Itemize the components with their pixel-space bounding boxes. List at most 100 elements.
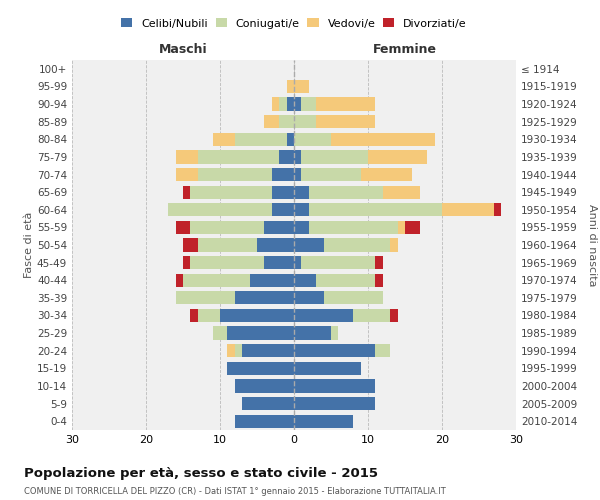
Bar [265,115,279,128]
Bar [235,380,294,392]
Bar [323,238,390,252]
Bar [294,362,361,375]
Bar [294,380,376,392]
Bar [198,150,279,164]
Text: Popolazione per età, sesso e stato civile - 2015: Popolazione per età, sesso e stato civil… [24,468,378,480]
Bar [287,80,294,93]
Bar [272,186,294,198]
Text: COMUNE DI TORRICELLA DEL PIZZO (CR) - Dati ISTAT 1° gennaio 2015 - Elaborazione : COMUNE DI TORRICELLA DEL PIZZO (CR) - Da… [24,488,446,496]
Bar [198,238,257,252]
Bar [301,150,368,164]
Bar [183,238,198,252]
Bar [227,344,235,358]
Bar [294,168,301,181]
Bar [301,256,376,269]
Bar [309,221,398,234]
Bar [294,150,301,164]
Bar [183,186,190,198]
Bar [265,256,294,269]
Bar [190,309,198,322]
Bar [398,221,405,234]
Bar [242,397,294,410]
Bar [309,186,383,198]
Bar [390,238,398,252]
Bar [257,238,294,252]
Bar [183,274,250,287]
Bar [294,203,309,216]
Bar [294,291,323,304]
Bar [368,150,427,164]
Bar [176,150,198,164]
Bar [250,274,294,287]
Bar [198,168,272,181]
Bar [190,186,272,198]
Bar [212,132,235,146]
Bar [176,291,235,304]
Bar [390,309,398,322]
Bar [294,344,376,358]
Legend: Celibi/Nubili, Coniugati/e, Vedovi/e, Divorziati/e: Celibi/Nubili, Coniugati/e, Vedovi/e, Di… [117,14,471,33]
Bar [287,98,294,110]
Bar [331,326,338,340]
Bar [176,221,190,234]
Bar [279,98,287,110]
Bar [190,256,265,269]
Bar [294,309,353,322]
Bar [353,309,390,322]
Bar [301,98,316,110]
Bar [294,274,316,287]
Bar [212,326,227,340]
Y-axis label: Anni di nascita: Anni di nascita [587,204,597,286]
Bar [176,168,198,181]
Bar [220,309,294,322]
Bar [235,414,294,428]
Bar [383,186,420,198]
Bar [294,221,309,234]
Bar [265,221,294,234]
Bar [235,132,287,146]
Bar [227,362,294,375]
Bar [183,256,190,269]
Bar [294,98,301,110]
Bar [294,132,331,146]
Bar [294,115,316,128]
Bar [376,256,383,269]
Bar [294,326,331,340]
Bar [287,132,294,146]
Bar [405,221,420,234]
Bar [323,291,383,304]
Bar [309,203,442,216]
Bar [242,344,294,358]
Text: Femmine: Femmine [373,44,437,57]
Bar [442,203,494,216]
Bar [227,326,294,340]
Bar [331,132,434,146]
Bar [279,150,294,164]
Bar [279,115,294,128]
Bar [294,414,353,428]
Bar [198,309,220,322]
Bar [176,274,183,287]
Bar [316,274,376,287]
Text: Maschi: Maschi [158,44,208,57]
Bar [272,168,294,181]
Bar [376,344,390,358]
Bar [294,238,323,252]
Bar [361,168,412,181]
Bar [272,98,279,110]
Bar [294,80,309,93]
Y-axis label: Fasce di età: Fasce di età [24,212,34,278]
Bar [316,115,376,128]
Bar [294,397,376,410]
Bar [190,221,265,234]
Bar [494,203,501,216]
Bar [316,98,376,110]
Bar [235,344,242,358]
Bar [294,186,309,198]
Bar [168,203,272,216]
Bar [272,203,294,216]
Bar [294,256,301,269]
Bar [235,291,294,304]
Bar [301,168,361,181]
Bar [376,274,383,287]
